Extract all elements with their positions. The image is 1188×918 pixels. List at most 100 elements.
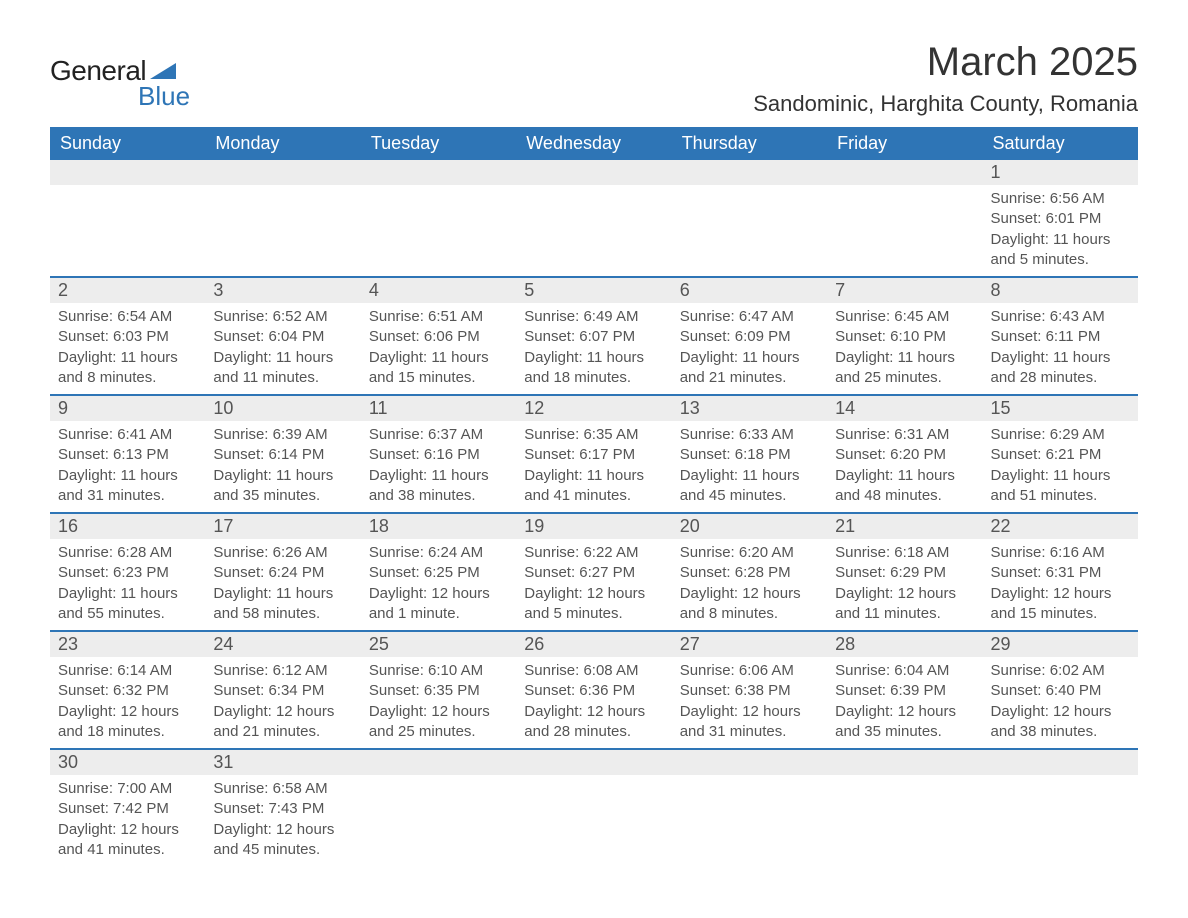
day-details [361, 185, 516, 255]
daylight-line-1: Daylight: 11 hours [213, 348, 352, 368]
calendar-table: Sunday Monday Tuesday Wednesday Thursday… [50, 127, 1138, 866]
calendar-day-cell: 11Sunrise: 6:37 AMSunset: 6:16 PMDayligh… [361, 395, 516, 513]
calendar-week-row: 16Sunrise: 6:28 AMSunset: 6:23 PMDayligh… [50, 513, 1138, 631]
day-details: Sunrise: 6:08 AMSunset: 6:36 PMDaylight:… [516, 657, 671, 748]
day-number: 28 [827, 632, 982, 657]
day-details [672, 775, 827, 845]
day-details: Sunrise: 6:35 AMSunset: 6:17 PMDaylight:… [516, 421, 671, 512]
day-number: 26 [516, 632, 671, 657]
sunset-line: Sunset: 6:28 PM [680, 563, 819, 583]
daylight-line-1: Daylight: 11 hours [524, 466, 663, 486]
day-details: Sunrise: 7:00 AMSunset: 7:42 PMDaylight:… [50, 775, 205, 866]
day-details: Sunrise: 6:52 AMSunset: 6:04 PMDaylight:… [205, 303, 360, 394]
calendar-day-cell: 12Sunrise: 6:35 AMSunset: 6:17 PMDayligh… [516, 395, 671, 513]
day-number [361, 160, 516, 185]
calendar-day-cell: 19Sunrise: 6:22 AMSunset: 6:27 PMDayligh… [516, 513, 671, 631]
calendar-day-cell: 16Sunrise: 6:28 AMSunset: 6:23 PMDayligh… [50, 513, 205, 631]
weekday-header: Wednesday [516, 127, 671, 160]
calendar-day-cell [827, 749, 982, 866]
day-number: 30 [50, 750, 205, 775]
sunset-line: Sunset: 6:04 PM [213, 327, 352, 347]
sunrise-line: Sunrise: 6:41 AM [58, 425, 197, 445]
day-details: Sunrise: 6:14 AMSunset: 6:32 PMDaylight:… [50, 657, 205, 748]
sunrise-line: Sunrise: 6:51 AM [369, 307, 508, 327]
month-title: March 2025 [753, 40, 1138, 85]
title-block: March 2025 Sandominic, Harghita County, … [753, 40, 1138, 117]
calendar-day-cell: 6Sunrise: 6:47 AMSunset: 6:09 PMDaylight… [672, 277, 827, 395]
sunrise-line: Sunrise: 6:08 AM [524, 661, 663, 681]
calendar-day-cell [516, 160, 671, 277]
daylight-line-2: and 38 minutes. [369, 486, 508, 506]
sunset-line: Sunset: 6:39 PM [835, 681, 974, 701]
day-number: 25 [361, 632, 516, 657]
sunrise-line: Sunrise: 6:14 AM [58, 661, 197, 681]
sunset-line: Sunset: 7:42 PM [58, 799, 197, 819]
sunrise-line: Sunrise: 6:02 AM [991, 661, 1130, 681]
daylight-line-1: Daylight: 11 hours [58, 584, 197, 604]
calendar-day-cell [50, 160, 205, 277]
daylight-line-1: Daylight: 11 hours [58, 466, 197, 486]
sunrise-line: Sunrise: 6:22 AM [524, 543, 663, 563]
calendar-day-cell: 25Sunrise: 6:10 AMSunset: 6:35 PMDayligh… [361, 631, 516, 749]
day-number: 6 [672, 278, 827, 303]
daylight-line-2: and 55 minutes. [58, 604, 197, 624]
daylight-line-1: Daylight: 12 hours [58, 702, 197, 722]
daylight-line-2: and 15 minutes. [369, 368, 508, 388]
sunrise-line: Sunrise: 6:18 AM [835, 543, 974, 563]
daylight-line-1: Daylight: 12 hours [680, 702, 819, 722]
sunset-line: Sunset: 6:23 PM [58, 563, 197, 583]
calendar-day-cell: 23Sunrise: 6:14 AMSunset: 6:32 PMDayligh… [50, 631, 205, 749]
calendar-day-cell: 1Sunrise: 6:56 AMSunset: 6:01 PMDaylight… [983, 160, 1138, 277]
calendar-body: 1Sunrise: 6:56 AMSunset: 6:01 PMDaylight… [50, 160, 1138, 866]
daylight-line-1: Daylight: 11 hours [58, 348, 197, 368]
daylight-line-2: and 31 minutes. [58, 486, 197, 506]
daylight-line-2: and 21 minutes. [680, 368, 819, 388]
day-number: 12 [516, 396, 671, 421]
day-number [516, 160, 671, 185]
sunrise-line: Sunrise: 6:28 AM [58, 543, 197, 563]
daylight-line-2: and 41 minutes. [524, 486, 663, 506]
day-details [361, 775, 516, 845]
sunrise-line: Sunrise: 6:24 AM [369, 543, 508, 563]
calendar-day-cell [672, 160, 827, 277]
daylight-line-1: Daylight: 12 hours [213, 820, 352, 840]
day-details: Sunrise: 6:47 AMSunset: 6:09 PMDaylight:… [672, 303, 827, 394]
sunrise-line: Sunrise: 6:04 AM [835, 661, 974, 681]
calendar-day-cell: 7Sunrise: 6:45 AMSunset: 6:10 PMDaylight… [827, 277, 982, 395]
calendar-day-cell: 4Sunrise: 6:51 AMSunset: 6:06 PMDaylight… [361, 277, 516, 395]
sunset-line: Sunset: 6:27 PM [524, 563, 663, 583]
sunrise-line: Sunrise: 6:49 AM [524, 307, 663, 327]
day-details: Sunrise: 6:39 AMSunset: 6:14 PMDaylight:… [205, 421, 360, 512]
day-details: Sunrise: 6:18 AMSunset: 6:29 PMDaylight:… [827, 539, 982, 630]
day-number: 5 [516, 278, 671, 303]
day-number [827, 160, 982, 185]
sunrise-line: Sunrise: 6:20 AM [680, 543, 819, 563]
sunset-line: Sunset: 6:21 PM [991, 445, 1130, 465]
day-details: Sunrise: 6:54 AMSunset: 6:03 PMDaylight:… [50, 303, 205, 394]
logo-triangle-icon [150, 61, 176, 81]
day-number: 15 [983, 396, 1138, 421]
sunrise-line: Sunrise: 6:31 AM [835, 425, 974, 445]
sunrise-line: Sunrise: 6:06 AM [680, 661, 819, 681]
day-number: 10 [205, 396, 360, 421]
calendar-day-cell [516, 749, 671, 866]
calendar-week-row: 30Sunrise: 7:00 AMSunset: 7:42 PMDayligh… [50, 749, 1138, 866]
sunset-line: Sunset: 6:09 PM [680, 327, 819, 347]
weekday-header: Friday [827, 127, 982, 160]
sunset-line: Sunset: 6:24 PM [213, 563, 352, 583]
daylight-line-1: Daylight: 11 hours [524, 348, 663, 368]
day-number: 1 [983, 160, 1138, 185]
sunset-line: Sunset: 6:11 PM [991, 327, 1130, 347]
calendar-day-cell: 29Sunrise: 6:02 AMSunset: 6:40 PMDayligh… [983, 631, 1138, 749]
sunset-line: Sunset: 6:07 PM [524, 327, 663, 347]
daylight-line-2: and 41 minutes. [58, 840, 197, 860]
daylight-line-1: Daylight: 11 hours [991, 348, 1130, 368]
weekday-header: Thursday [672, 127, 827, 160]
day-details: Sunrise: 6:37 AMSunset: 6:16 PMDaylight:… [361, 421, 516, 512]
day-details: Sunrise: 6:12 AMSunset: 6:34 PMDaylight:… [205, 657, 360, 748]
sunset-line: Sunset: 6:06 PM [369, 327, 508, 347]
daylight-line-2: and 5 minutes. [991, 250, 1130, 270]
sunset-line: Sunset: 6:29 PM [835, 563, 974, 583]
logo-text-general: General [50, 55, 146, 87]
day-number: 2 [50, 278, 205, 303]
